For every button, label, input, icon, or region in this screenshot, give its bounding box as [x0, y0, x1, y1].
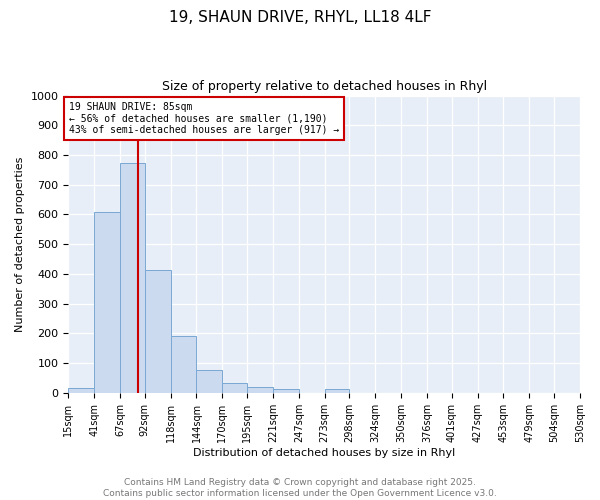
- Bar: [273, 389, 299, 393]
- Bar: [325, 389, 349, 393]
- Title: Size of property relative to detached houses in Rhyl: Size of property relative to detached ho…: [161, 80, 487, 93]
- Bar: [170, 336, 196, 393]
- Y-axis label: Number of detached properties: Number of detached properties: [15, 156, 25, 332]
- Bar: [120, 163, 145, 393]
- Text: Contains HM Land Registry data © Crown copyright and database right 2025.
Contai: Contains HM Land Registry data © Crown c…: [103, 478, 497, 498]
- Bar: [68, 388, 94, 393]
- Text: 19 SHAUN DRIVE: 85sqm
← 56% of detached houses are smaller (1,190)
43% of semi-d: 19 SHAUN DRIVE: 85sqm ← 56% of detached …: [69, 102, 340, 134]
- Bar: [222, 382, 247, 393]
- Text: 19, SHAUN DRIVE, RHYL, LL18 4LF: 19, SHAUN DRIVE, RHYL, LL18 4LF: [169, 10, 431, 25]
- X-axis label: Distribution of detached houses by size in Rhyl: Distribution of detached houses by size …: [193, 448, 455, 458]
- Bar: [247, 388, 273, 393]
- Bar: [94, 212, 120, 393]
- Bar: [145, 270, 170, 393]
- Bar: [196, 370, 222, 393]
